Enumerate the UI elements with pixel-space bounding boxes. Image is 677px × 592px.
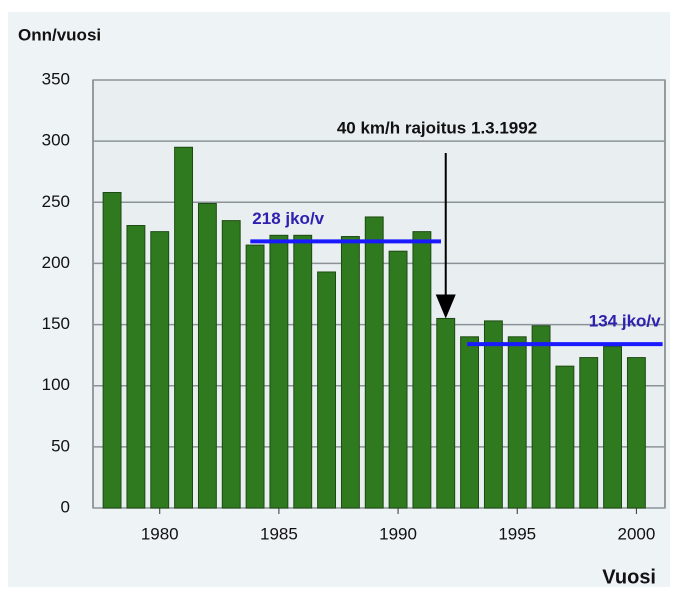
bar (507, 336, 527, 509)
bar (364, 216, 384, 509)
y-tick-label: 0 (61, 497, 70, 516)
y-tick-label: 300 (42, 131, 70, 150)
x-tick-label: 1985 (260, 524, 298, 543)
bar (531, 325, 551, 509)
average-label: 134 jko/v (589, 312, 661, 331)
y-tick-label: 50 (51, 436, 70, 455)
bar (483, 320, 503, 509)
bar (555, 365, 575, 509)
arrow-head (435, 294, 456, 319)
bar (603, 346, 623, 509)
x-tick-label: 2000 (617, 524, 655, 543)
bar (269, 234, 289, 509)
bar (460, 336, 480, 509)
bar (626, 357, 646, 509)
bar (293, 234, 313, 509)
bar (102, 192, 122, 509)
bar (317, 271, 337, 509)
y-tick-label: 150 (42, 314, 70, 333)
bar (150, 231, 170, 509)
x-tick-label: 1980 (141, 524, 179, 543)
bar (126, 225, 146, 509)
x-axis-label: Vuosi (602, 566, 656, 588)
x-tick-label: 1990 (379, 524, 417, 543)
bar (436, 317, 456, 509)
bar (579, 357, 599, 509)
y-tick-label: 250 (42, 192, 70, 211)
y-tick-label: 350 (42, 69, 70, 88)
x-tick-label: 1995 (498, 524, 536, 543)
average-label: 218 jko/v (252, 209, 324, 228)
y-axis-label: Onn/vuosi (18, 25, 101, 44)
bar (340, 236, 360, 509)
bar (412, 231, 432, 509)
annotation: 40 km/h rajoitus 1.3.1992 (337, 118, 537, 137)
bar (174, 146, 194, 509)
bar (197, 203, 217, 509)
bar (245, 244, 265, 509)
bar (221, 220, 241, 509)
y-tick-label: 100 (42, 375, 70, 394)
y-tick-label: 200 (42, 253, 70, 272)
bar (388, 250, 408, 509)
